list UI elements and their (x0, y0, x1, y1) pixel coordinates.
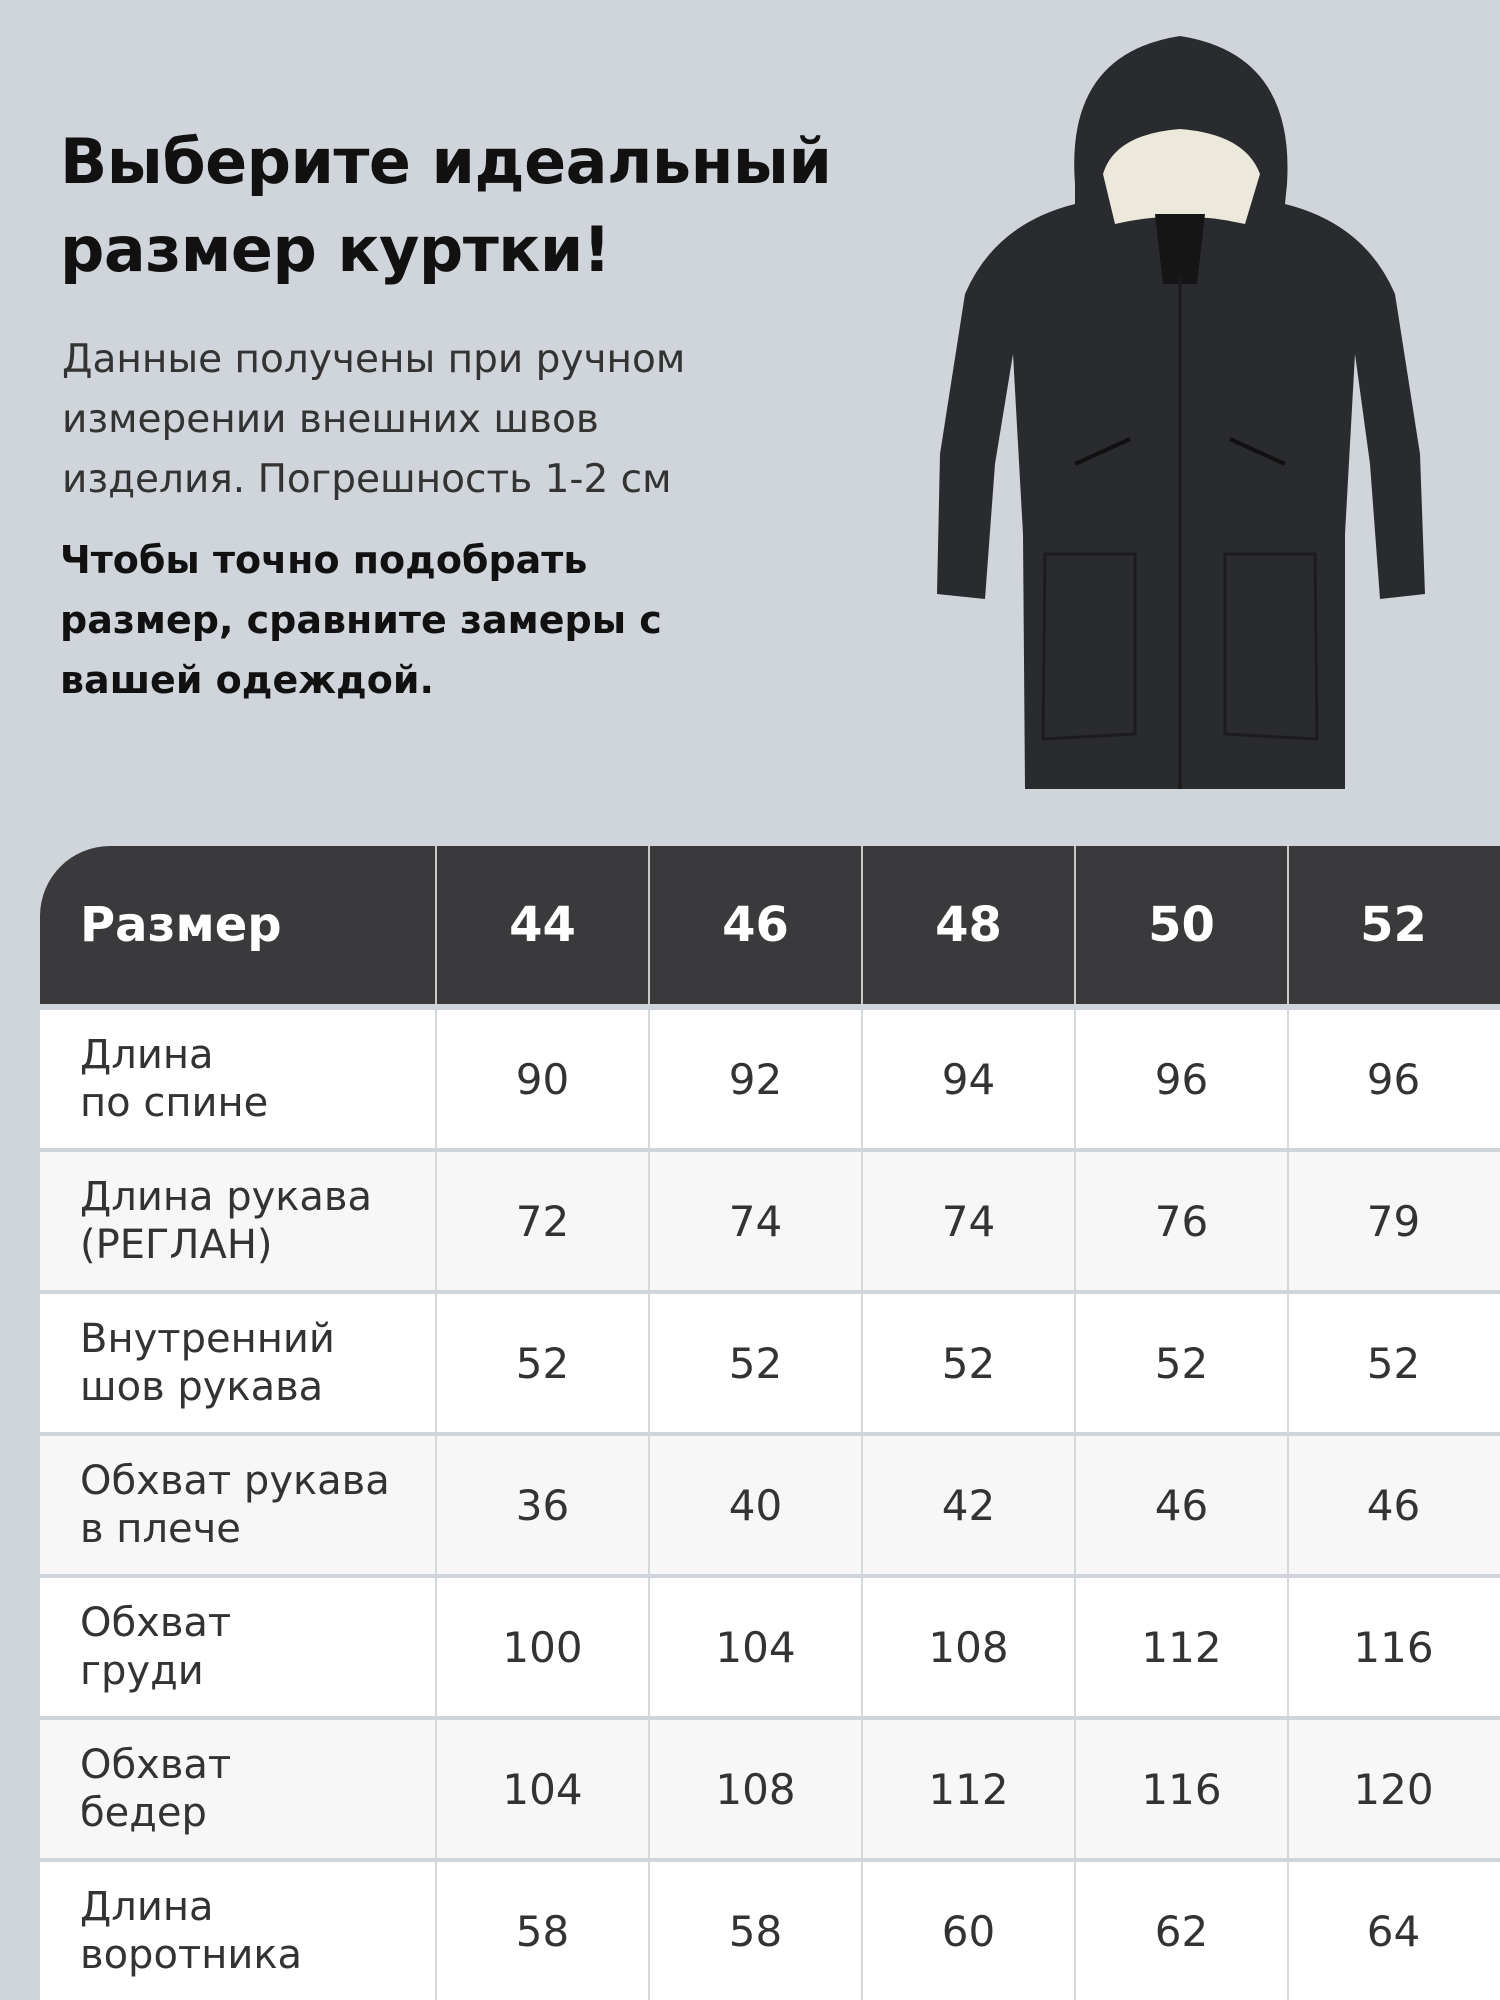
measurement-value: 52 (648, 1294, 861, 1432)
measurement-value: 40 (648, 1436, 861, 1574)
measurement-value: 120 (1287, 1720, 1498, 1858)
row-label: Обхват бедер (80, 1742, 232, 1836)
size-header: 44 (435, 846, 648, 1004)
measurement-value: 96 (1287, 1010, 1498, 1148)
measurement-value: 108 (861, 1578, 1074, 1716)
table-row: Обхват рукава в плече 36 40 42 46 46 (40, 1432, 1500, 1574)
measurement-value: 112 (861, 1720, 1074, 1858)
measurement-value: 92 (648, 1010, 861, 1148)
table-row: Длина по спине 90 92 94 96 96 (40, 1006, 1500, 1148)
row-label: Длина по спине (80, 1032, 269, 1126)
measurement-value: 42 (861, 1436, 1074, 1574)
row-label: Обхват рукава в плече (80, 1458, 390, 1552)
size-header: 48 (861, 846, 1074, 1004)
measurement-value: 52 (861, 1294, 1074, 1432)
table-row: Внутренний шов рукава 52 52 52 52 52 (40, 1290, 1500, 1432)
measurement-description: Данные получены при ручном измерении вне… (62, 337, 686, 502)
title-line-2: размер куртки! (60, 213, 611, 286)
measurement-value: 62 (1074, 1862, 1287, 2000)
measurement-value: 46 (1287, 1436, 1498, 1574)
measurement-value: 52 (1287, 1294, 1498, 1432)
measurement-value: 58 (648, 1862, 861, 2000)
page-title: Выберите идеальный размер куртки! (60, 118, 832, 294)
size-header: 46 (648, 846, 861, 1004)
measurement-value: 104 (435, 1720, 648, 1858)
row-label: Обхват груди (80, 1600, 232, 1694)
fit-note: Чтобы точно подобрать размер, сравните з… (60, 538, 662, 702)
table-row: Обхват бедер 104 108 112 116 120 (40, 1716, 1500, 1858)
measurement-value: 46 (1074, 1436, 1287, 1574)
measurement-value: 108 (648, 1720, 861, 1858)
measurement-value: 76 (1074, 1152, 1287, 1290)
measurement-value: 74 (648, 1152, 861, 1290)
table-header-row: Размер 44 46 48 50 52 (40, 846, 1500, 1006)
size-header: 50 (1074, 846, 1287, 1004)
jacket-image (937, 36, 1425, 789)
measurement-value: 58 (435, 1862, 648, 2000)
size-header: 52 (1287, 846, 1498, 1004)
table-row: Обхват груди 100 104 108 112 116 (40, 1574, 1500, 1716)
measurement-value: 52 (1074, 1294, 1287, 1432)
row-label: Внутренний шов рукава (80, 1316, 335, 1410)
measurement-value: 60 (861, 1862, 1074, 2000)
measurement-value: 64 (1287, 1862, 1498, 2000)
measurement-value: 72 (435, 1152, 648, 1290)
measurement-value: 52 (435, 1294, 648, 1432)
measurement-value: 36 (435, 1436, 648, 1574)
title-line-1: Выберите идеальный (60, 125, 832, 198)
measurement-value: 116 (1074, 1720, 1287, 1858)
header-label: Размер (80, 897, 282, 953)
measurement-value: 79 (1287, 1152, 1498, 1290)
row-label: Длина рукава (РЕГЛАН) (80, 1174, 373, 1268)
table-row: Длина воротника 58 58 60 62 64 (40, 1858, 1500, 2000)
table-row: Длина рукава (РЕГЛАН) 72 74 74 76 79 (40, 1148, 1500, 1290)
measurement-value: 96 (1074, 1010, 1287, 1148)
measurement-value: 112 (1074, 1578, 1287, 1716)
measurement-value: 100 (435, 1578, 648, 1716)
measurement-value: 90 (435, 1010, 648, 1148)
measurement-value: 94 (861, 1010, 1074, 1148)
size-table: Размер 44 46 48 50 52 Длина по спине 90 92… (40, 846, 1500, 2000)
measurement-value: 116 (1287, 1578, 1498, 1716)
row-label: Длина воротника (80, 1884, 303, 1978)
measurement-value: 104 (648, 1578, 861, 1716)
measurement-value: 74 (861, 1152, 1074, 1290)
